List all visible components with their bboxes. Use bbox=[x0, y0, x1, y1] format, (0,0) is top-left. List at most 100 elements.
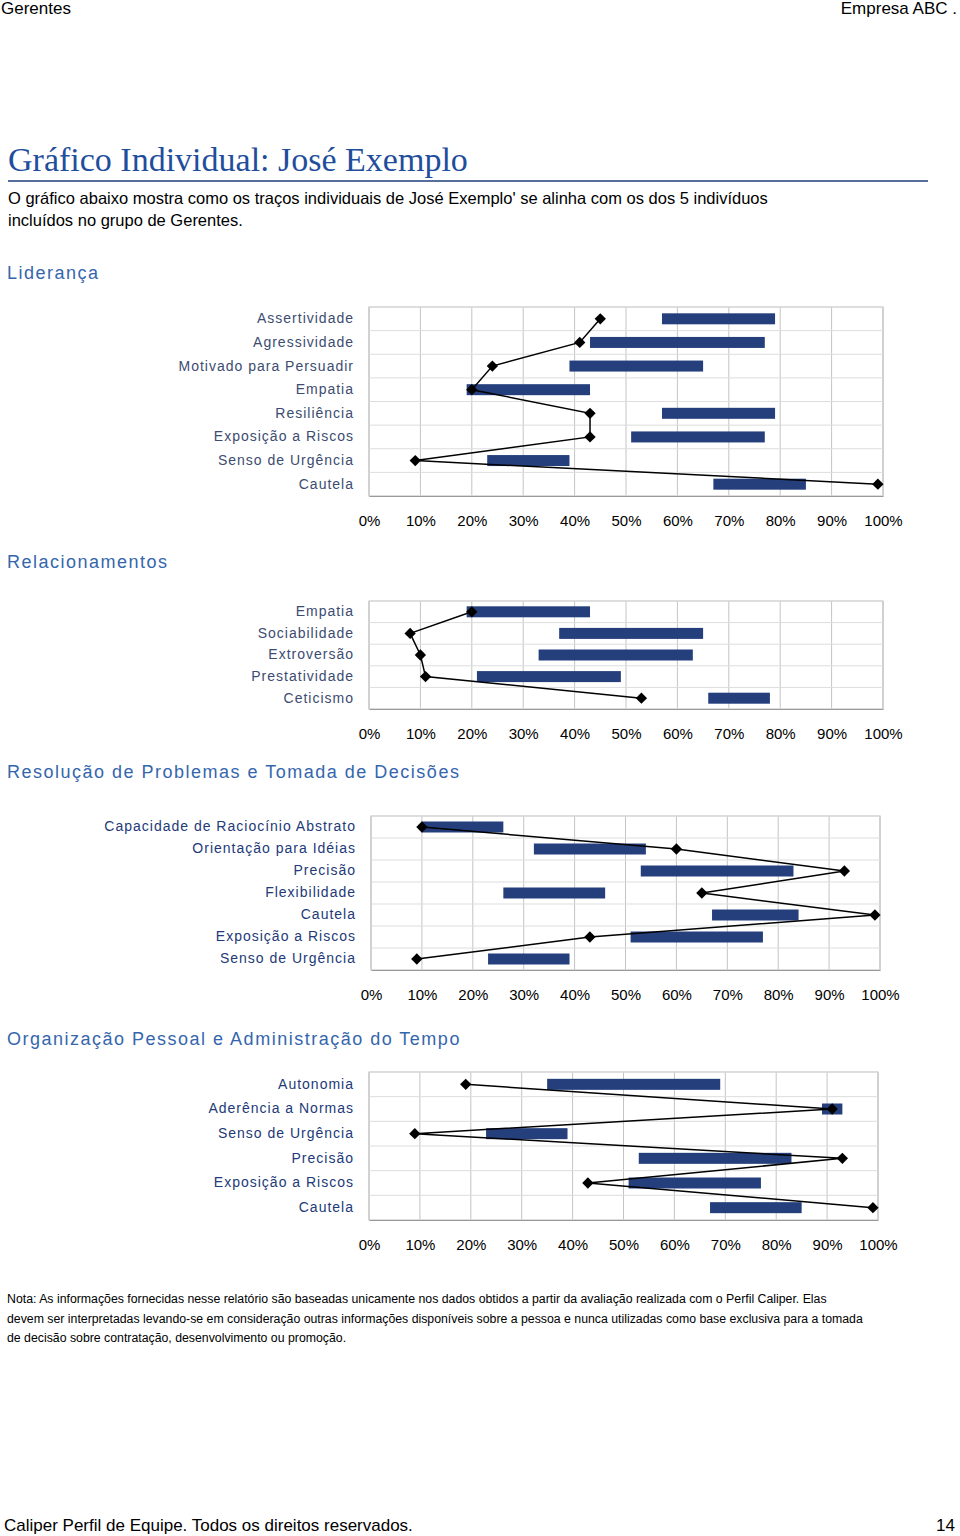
category-tick: Assertividade bbox=[257, 310, 369, 326]
row-line bbox=[369, 622, 883, 623]
category-tick: Empatia bbox=[296, 603, 369, 619]
value-tick: 40% bbox=[560, 970, 590, 1003]
score-marker bbox=[595, 313, 606, 324]
value-tick: 80% bbox=[766, 709, 796, 742]
category-axis: AssertividadeAgressividadeMotivado para … bbox=[178, 310, 369, 491]
value-tick: 20% bbox=[458, 970, 488, 1003]
page-title: Gráfico Individual: José Exemplo bbox=[8, 141, 468, 178]
range-bar bbox=[559, 628, 703, 639]
score-marker bbox=[410, 455, 421, 466]
score-marker bbox=[837, 1153, 848, 1164]
row-line bbox=[369, 448, 883, 449]
category-label: Cautela bbox=[301, 906, 356, 922]
row-line bbox=[369, 377, 883, 378]
score-marker bbox=[867, 1202, 878, 1213]
row-line bbox=[369, 687, 883, 688]
tick-label: 70% bbox=[714, 725, 744, 742]
score-marker bbox=[409, 1128, 420, 1139]
plot-frame bbox=[371, 816, 880, 970]
score-marker bbox=[404, 628, 415, 639]
chart-title: Relacionamentos bbox=[7, 552, 169, 572]
axis-line bbox=[370, 496, 884, 497]
category-tick: Orientação para Idéias bbox=[192, 840, 371, 856]
score-marker bbox=[574, 337, 585, 348]
category-tick: Autonomia bbox=[278, 1076, 369, 1092]
score-line bbox=[417, 827, 875, 959]
category-tick: Senso de Urgência bbox=[220, 950, 371, 966]
row-line bbox=[371, 860, 880, 861]
tick-label: 10% bbox=[406, 512, 436, 529]
tick-label: 30% bbox=[509, 986, 539, 1003]
chart: LiderançaAssertividadeAgressividadeMotiv… bbox=[7, 263, 903, 529]
tick-label: 70% bbox=[711, 1236, 741, 1253]
category-label: Motivado para Persuadir bbox=[178, 358, 354, 374]
value-tick: 10% bbox=[406, 496, 436, 529]
row-line bbox=[369, 496, 883, 497]
tick-label: 80% bbox=[762, 1236, 792, 1253]
range-bar bbox=[710, 1202, 802, 1213]
grid bbox=[369, 601, 883, 709]
value-tick: 30% bbox=[507, 1220, 537, 1253]
category-label: Empatia bbox=[296, 603, 354, 619]
range-bar bbox=[569, 361, 703, 372]
category-label: Empatia bbox=[296, 381, 354, 397]
value-tick: 50% bbox=[611, 970, 641, 1003]
tick-label: 10% bbox=[405, 1236, 435, 1253]
row-line bbox=[369, 1072, 878, 1073]
category-tick: Extroversão bbox=[268, 646, 369, 662]
value-tick: 80% bbox=[762, 1220, 792, 1253]
score-line bbox=[415, 319, 878, 484]
category-tick: Sociabilidade bbox=[258, 625, 369, 641]
row-line bbox=[369, 307, 883, 308]
range-bar bbox=[631, 431, 765, 442]
note-line: de decisão sobre contratação, desenvolvi… bbox=[7, 1331, 346, 1345]
footer-left: Caliper Perfil de Equipe. Todos os direi… bbox=[4, 1516, 413, 1535]
tick-label: 40% bbox=[558, 1236, 588, 1253]
value-axis: 0%10%20%30%40%50%60%70%80%90%100% bbox=[359, 1220, 898, 1253]
chart: Organização Pessoal e Administração do T… bbox=[7, 1029, 898, 1253]
value-tick: 40% bbox=[560, 496, 590, 529]
tick-label: 60% bbox=[663, 512, 693, 529]
category-tick: Cautela bbox=[299, 1199, 369, 1215]
tick-label: 90% bbox=[813, 1236, 843, 1253]
value-tick: 80% bbox=[764, 970, 794, 1003]
tick-label: 40% bbox=[560, 986, 590, 1003]
score-line bbox=[415, 1084, 873, 1207]
category-label: Resiliência bbox=[275, 405, 354, 421]
value-tick: 10% bbox=[406, 709, 436, 742]
range-bar bbox=[712, 910, 799, 921]
category-tick: Capacidade de Raciocínio Abstrato bbox=[104, 818, 371, 834]
grid-line bbox=[778, 816, 779, 970]
value-tick: 100% bbox=[859, 1220, 897, 1253]
tick-label: 50% bbox=[609, 1236, 639, 1253]
grid-line bbox=[625, 816, 626, 970]
row-line bbox=[371, 838, 880, 839]
tick-label: 90% bbox=[817, 512, 847, 529]
intro-line: O gráfico abaixo mostra como os traços i… bbox=[8, 189, 768, 207]
category-label: Senso de Urgência bbox=[218, 1125, 354, 1141]
category-label: Exposição a Riscos bbox=[214, 1174, 354, 1190]
tick-label: 40% bbox=[560, 725, 590, 742]
row-line bbox=[369, 1220, 878, 1221]
axis-line bbox=[370, 1220, 879, 1221]
tick-label: 40% bbox=[560, 512, 590, 529]
tick-label: 100% bbox=[864, 512, 902, 529]
category-label: Exposição a Riscos bbox=[214, 428, 354, 444]
score-line bbox=[410, 612, 641, 698]
value-tick: 70% bbox=[713, 970, 743, 1003]
value-tick: 40% bbox=[558, 1220, 588, 1253]
tick-label: 100% bbox=[861, 986, 899, 1003]
score-marker bbox=[636, 693, 647, 704]
score-marker bbox=[460, 1079, 471, 1090]
category-label: Cautela bbox=[299, 1199, 354, 1215]
category-tick: Motivado para Persuadir bbox=[178, 358, 369, 374]
grid bbox=[371, 816, 880, 970]
value-tick: 90% bbox=[815, 970, 845, 1003]
category-label: Extroversão bbox=[268, 646, 354, 662]
category-tick: Senso de Urgência bbox=[218, 452, 369, 468]
value-tick: 90% bbox=[817, 709, 847, 742]
category-label: Senso de Urgência bbox=[220, 950, 356, 966]
row-line bbox=[371, 816, 880, 817]
range-bar bbox=[629, 1178, 761, 1189]
grid-line bbox=[780, 601, 781, 709]
